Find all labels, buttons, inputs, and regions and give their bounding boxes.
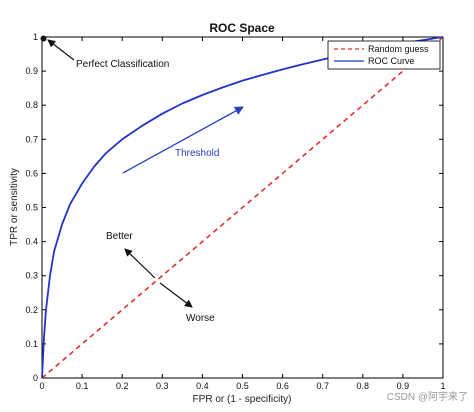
legend: Random guess ROC Curve [327,40,441,70]
x-tick-label: 0.8 [357,381,370,391]
threshold-arrow [122,106,244,174]
y-tick-label: 0.2 [25,305,38,315]
chart-title: ROC Space [209,21,275,35]
x-tick-label: 0.6 [276,381,289,391]
y-axis-label: TPR or sensitivity [9,168,20,246]
y-tick-label: 0 [33,373,38,383]
better-label: Better [106,231,133,242]
x-tick-label: 0.7 [316,381,329,391]
legend-label-random-guess: Random guess [368,44,429,54]
y-tick-label: 0.7 [25,134,38,144]
worse-arrow [159,282,193,308]
legend-box [327,40,441,70]
y-tick-label: 0.8 [25,100,38,110]
worse-label: Worse [186,313,215,324]
perfect-classification-arrow [47,39,75,61]
y-tick-label: 0.5 [25,203,38,213]
x-tick-label: 1 [440,381,445,391]
series-line-random-guess [41,36,444,379]
threshold-label: Threshold [175,148,219,159]
axis-ticks: 0 0.1 0.2 0.3 0.4 0.5 0.6 0.7 0.8 0.9 1 0 0.1 0.2 0.3 0… [25,32,445,391]
watermark: CSDN @阿宇来了 [387,390,468,403]
y-tick-label: 0.6 [25,168,38,178]
y-tick-label: 0.4 [25,237,38,247]
x-tick-label: 0.9 [397,381,410,391]
series-layer [41,36,444,379]
x-tick-label: 0.2 [116,381,129,391]
x-tick-label: 0.3 [156,381,169,391]
x-tick-label: 0 [39,381,44,391]
y-tick-label: 0.3 [25,271,38,281]
x-tick-label: 0.1 [76,381,89,391]
better-arrow [124,248,156,279]
legend-label-roc-curve: ROC Curve [368,56,415,66]
y-tick-label: 0.1 [25,339,38,349]
x-tick-label: 0.5 [236,381,249,391]
x-tick-label: 0.4 [196,381,209,391]
y-tick-label: 1 [33,32,38,42]
y-tick-label: 0.9 [25,66,38,76]
x-axis-label: FPR or (1 - specificity) [193,394,292,405]
perfect-classification-label: Perfect Classification [76,59,169,70]
perfect-classification-point [40,35,47,42]
